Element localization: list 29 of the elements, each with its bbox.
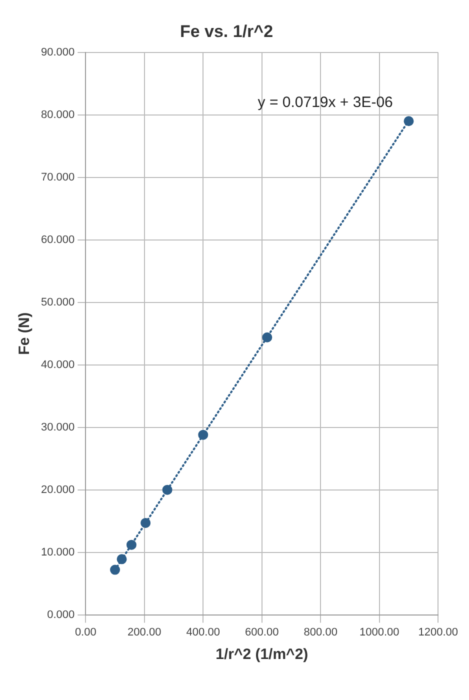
x-axis-title: 1/r^2 (1/m^2) [216,646,308,664]
x-tick-label: 1000.00 [359,626,400,638]
x-tick-label: 400.00 [186,626,220,638]
y-tick-label: 10.000 [40,546,75,558]
point [404,116,414,126]
y-tick-label: 30.000 [40,421,75,434]
point [110,564,120,575]
x-tick-label: 1200.00 [418,626,458,638]
point [126,540,136,550]
y-tick-label: 60.000 [40,234,75,246]
x-tick-label: 0.00 [74,626,96,638]
x-tick-label: 800.00 [304,626,338,638]
point [116,554,127,564]
y-tick-label: 50.000 [40,296,75,308]
point [140,518,151,528]
x-tick-label: 600.00 [245,626,279,638]
point [162,484,172,495]
y-tick-label: 90.000 [40,46,75,58]
y-tick-label: 0.000 [47,608,75,621]
chart-title: Fe vs. 1/r^2 [180,22,274,41]
y-tick-label: 20.000 [40,484,75,496]
x-tick-label: 200.00 [128,626,162,638]
y-tick-label: 80.000 [40,108,75,121]
y-tick-label: 40.000 [40,358,75,371]
point [262,332,272,342]
y-tick-label: 70.000 [40,171,75,184]
annotation: y = 0.0719x + 3E-06 [258,94,393,112]
y-axis-title: Fe (N) [16,312,34,355]
point [198,430,208,440]
